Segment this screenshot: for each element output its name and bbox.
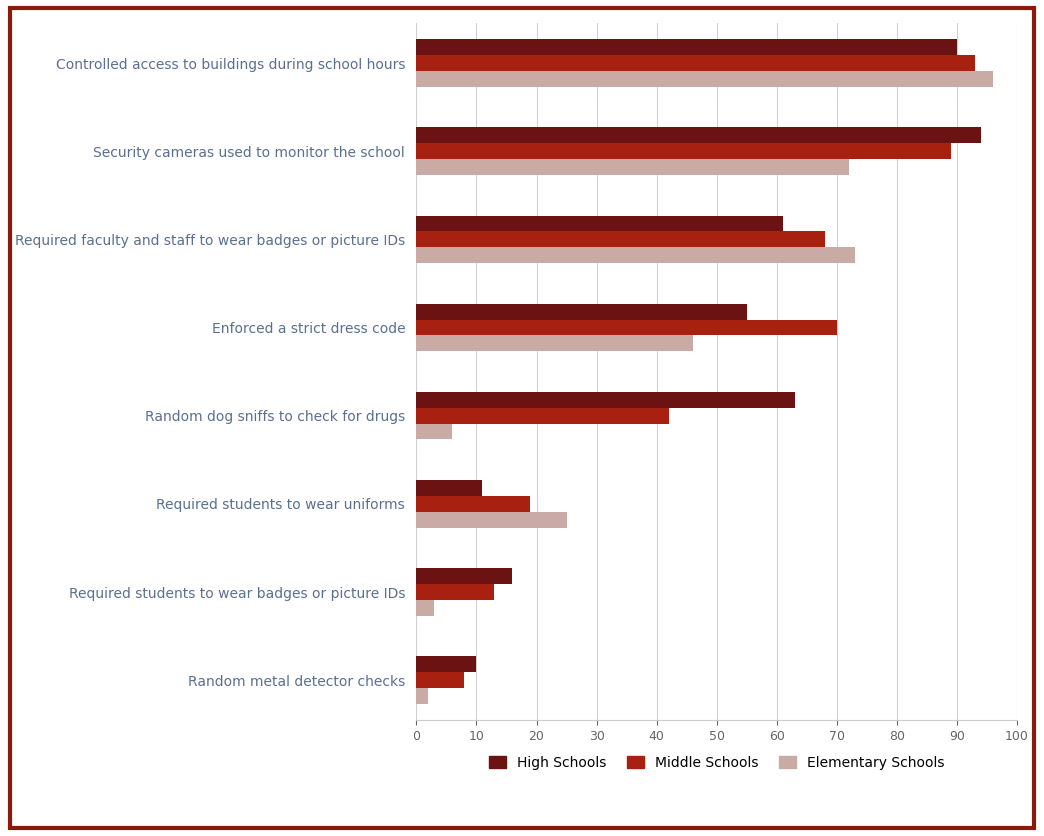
Bar — [417, 424, 452, 440]
Bar — [417, 216, 783, 232]
Bar — [417, 71, 993, 87]
Bar — [417, 496, 530, 512]
Bar — [417, 232, 825, 247]
Bar — [417, 159, 849, 175]
Bar — [417, 584, 495, 600]
Bar — [417, 303, 746, 319]
Bar — [417, 656, 476, 672]
Bar — [417, 143, 951, 159]
Bar — [417, 512, 567, 528]
Bar — [417, 392, 794, 408]
Legend: High Schools, Middle Schools, Elementary Schools: High Schools, Middle Schools, Elementary… — [483, 751, 950, 776]
Bar — [417, 688, 428, 704]
Bar — [417, 335, 692, 351]
Bar — [417, 568, 513, 584]
Bar — [417, 247, 855, 263]
Bar — [417, 39, 957, 55]
Bar — [417, 319, 837, 335]
Bar — [417, 672, 465, 688]
Bar — [417, 480, 482, 496]
Bar — [417, 127, 981, 143]
Bar — [417, 55, 975, 71]
Bar — [417, 600, 434, 616]
Bar — [417, 408, 668, 424]
